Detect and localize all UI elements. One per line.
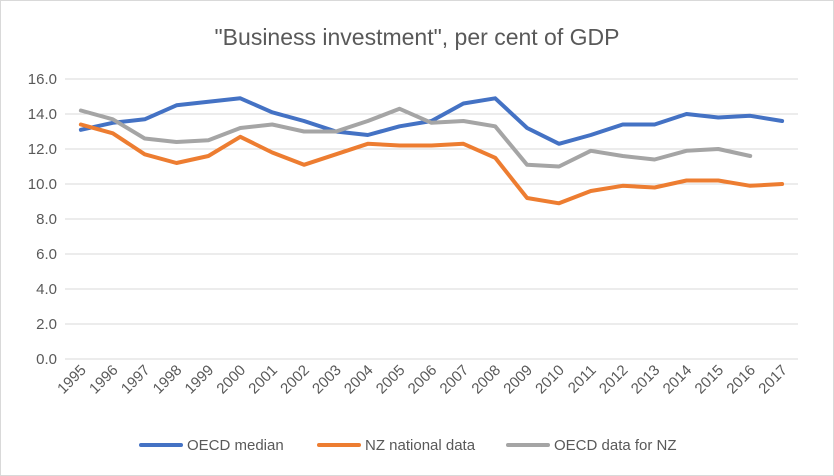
chart-title: "Business investment", per cent of GDP: [215, 24, 620, 50]
x-tick-label: 2009: [500, 362, 536, 398]
x-tick-label: 2010: [532, 362, 568, 398]
x-tick-label: 2008: [468, 362, 504, 398]
legend: OECD median NZ national data OECD data for…: [139, 437, 677, 454]
x-tick-label: 1998: [150, 362, 186, 398]
y-tick-label: 6.0: [36, 246, 57, 263]
legend-label: OECD median: [187, 437, 284, 454]
x-tick-label: 2003: [309, 362, 345, 398]
y-tick-label: 14.0: [28, 106, 57, 123]
gridlines: [65, 78, 798, 360]
x-tick-label: 2004: [341, 362, 377, 398]
y-tick-label: 12.0: [28, 141, 57, 158]
y-tick-label: 4.0: [36, 281, 57, 298]
x-tick-label: 2000: [213, 362, 249, 398]
x-tick-label: 2017: [755, 362, 791, 398]
x-tick-label: 1997: [118, 362, 154, 398]
series-line-2: [78, 106, 753, 169]
series-line-1: [78, 122, 785, 206]
x-tick-label: 1999: [182, 362, 218, 398]
x-tick-label: 2013: [628, 362, 664, 398]
y-tick-label: 8.0: [36, 211, 57, 228]
x-tick-label: 2016: [723, 362, 759, 398]
legend-label: OECD data for NZ: [554, 437, 677, 454]
x-tick-label: 2015: [692, 362, 728, 398]
x-tick-label: 2007: [437, 362, 473, 398]
x-tick-label: 2001: [245, 362, 281, 398]
series-lines: [78, 96, 785, 206]
y-tick-label: 10.0: [28, 176, 57, 193]
x-tick-label: 1995: [54, 362, 90, 398]
legend-label: NZ national data: [365, 437, 476, 454]
x-tick-label: 2002: [277, 362, 313, 398]
y-axis-labels: 0.0 2.0 4.0 6.0 8.0 10.0 12.0 14.0 16.0: [28, 71, 57, 368]
x-tick-label: 2011: [565, 362, 600, 397]
y-tick-label: 0.0: [36, 351, 57, 368]
x-tick-label: 2005: [373, 362, 409, 398]
x-tick-label: 2014: [660, 362, 696, 398]
x-tick-label: 1996: [86, 362, 122, 398]
y-tick-label: 2.0: [36, 316, 57, 333]
y-tick-label: 16.0: [28, 71, 57, 88]
x-tick-label: 2006: [405, 362, 441, 398]
x-axis-labels: 1995199619971998199920002001200220032004…: [54, 362, 791, 398]
x-tick-label: 2012: [596, 362, 632, 398]
